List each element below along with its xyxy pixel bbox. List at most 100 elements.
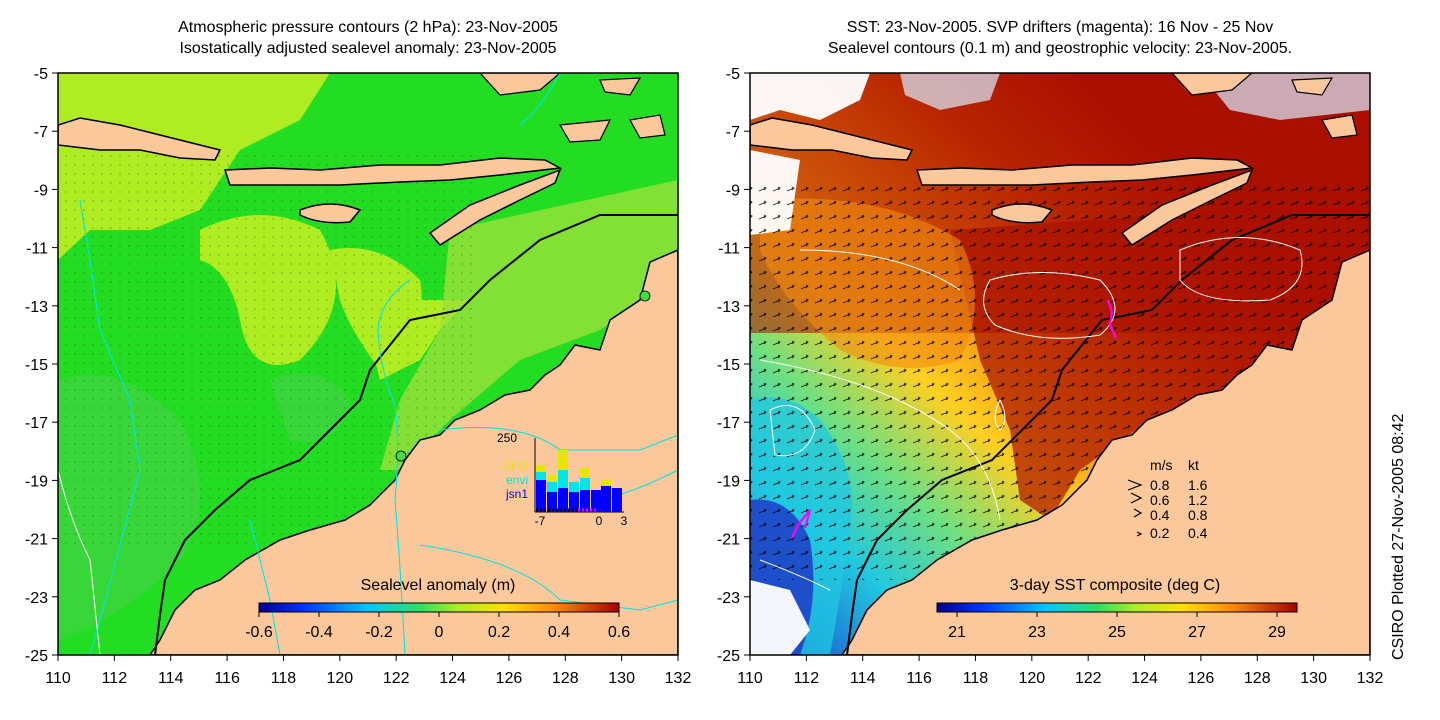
inset-legend-gfo: GFO xyxy=(502,459,528,473)
y-tick-label: -23 xyxy=(25,590,48,607)
colorbar-tick-label: -0.4 xyxy=(305,624,333,641)
left-title-line2: Isostatically adjusted sealevel anomaly:… xyxy=(179,40,557,57)
altimeter-marker xyxy=(395,450,407,462)
left-shelf-contour xyxy=(154,214,678,655)
altimeter-inset: 250 -7 0 3 GFO envi jsn1 xyxy=(497,431,628,528)
inset-x-label-zero: 0 xyxy=(596,514,603,528)
x-tick-label: 130 xyxy=(608,670,635,687)
colorbar-tick-label: 25 xyxy=(1108,624,1126,641)
velocity-key-kt-08: 1.6 xyxy=(1188,477,1208,493)
inset-bar xyxy=(601,486,611,512)
inset-bar xyxy=(580,468,590,478)
left-title-line1: Atmospheric pressure contours (2 hPa): 2… xyxy=(178,19,558,36)
sst-cloud-north xyxy=(900,73,1370,120)
left-y-axis: -5 -7 -9 -11 -13 -15 -17 -19 -21 -23 -25 xyxy=(25,66,58,665)
y-tick-label: -17 xyxy=(25,415,48,432)
inset-bar xyxy=(601,480,611,486)
velocity-key-arrow-02 xyxy=(1136,531,1143,537)
colorbar-tick-label: 0.4 xyxy=(548,624,570,641)
y-tick-label: -5 xyxy=(34,66,48,83)
right-land-sumba xyxy=(991,203,1054,224)
right-colorbar: 3-day SST composite (deg C) 21 23 25 27 29 xyxy=(936,577,1298,641)
y-tick-label: -13 xyxy=(717,299,740,316)
right-colorbar-ticks: 21 23 25 27 29 xyxy=(948,612,1286,641)
velocity-key-arrow-08 xyxy=(1127,479,1143,491)
y-tick-label: -5 xyxy=(726,66,740,83)
x-tick-label: 124 xyxy=(1131,670,1158,687)
velocity-key-ms-04: 0.4 xyxy=(1150,507,1170,523)
right-land-australia xyxy=(841,249,1370,655)
left-white-contour xyxy=(58,469,101,655)
y-tick-label: -7 xyxy=(34,124,48,141)
y-tick-label: -11 xyxy=(718,241,740,258)
x-tick-label: 118 xyxy=(963,670,989,687)
left-colorbar-ramp xyxy=(258,602,620,613)
y-tick-label: -19 xyxy=(717,473,740,490)
colorbar-tick-label: -0.6 xyxy=(245,624,273,641)
inset-y-label: 250 xyxy=(497,431,517,445)
sealevel-contours xyxy=(759,237,1303,591)
inset-bar xyxy=(580,490,590,512)
x-tick-label: 112 xyxy=(102,670,128,687)
left-colorbar: Sealevel anomaly (m) -0.6 -0.4 -0.2 0 0.2 0.4… xyxy=(245,577,630,641)
colorbar-tick-label: 21 xyxy=(948,624,966,641)
right-map xyxy=(750,73,1370,655)
right-land-north-islands xyxy=(1171,73,1358,139)
velocity-key-arrow-04 xyxy=(1133,508,1143,518)
inset-bar xyxy=(547,492,557,512)
altimeter-marker xyxy=(639,290,651,302)
y-tick-label: -11 xyxy=(26,241,48,258)
colorbar-tick-label: 0 xyxy=(435,624,444,641)
right-shelf-contour xyxy=(846,214,1370,655)
velocity-key-header-ms: m/s xyxy=(1150,457,1173,473)
left-map xyxy=(58,73,678,655)
x-tick-label: 124 xyxy=(439,670,466,687)
y-tick-label: -7 xyxy=(726,124,740,141)
right-title-line1: SST: 23-Nov-2005. SVP drifters (magenta)… xyxy=(846,19,1274,36)
x-tick-label: 114 xyxy=(158,670,184,687)
x-tick-label: 126 xyxy=(496,670,523,687)
velocity-key-header-kt: kt xyxy=(1188,457,1199,473)
inset-bar xyxy=(536,472,546,480)
y-tick-label: -25 xyxy=(25,648,48,665)
x-tick-label: 116 xyxy=(906,670,932,687)
left-land-nusa-tenggara xyxy=(223,157,563,186)
velocity-key-kt-04: 0.8 xyxy=(1188,507,1208,523)
inset-bar xyxy=(612,488,622,512)
y-tick-label: -25 xyxy=(717,648,740,665)
left-colorbar-title: Sealevel anomaly (m) xyxy=(361,577,516,594)
left-land-java xyxy=(58,117,222,161)
x-tick-label: 130 xyxy=(1300,670,1327,687)
left-land-north-islands xyxy=(479,73,666,143)
x-tick-label: 110 xyxy=(737,670,763,687)
colorbar-tick-label: -0.2 xyxy=(365,624,393,641)
inset-bar xyxy=(558,470,568,488)
y-tick-label: -17 xyxy=(717,415,740,432)
inset-x-label-end: 3 xyxy=(621,514,628,528)
inset-bar xyxy=(580,478,590,490)
colorbar-tick-label: 0.6 xyxy=(608,624,630,641)
x-tick-label: 122 xyxy=(383,670,410,687)
left-land-sumba xyxy=(299,203,362,224)
right-colorbar-title: 3-day SST composite (deg C) xyxy=(1010,577,1220,594)
right-colorbar-ramp xyxy=(936,602,1298,613)
x-tick-label: 128 xyxy=(552,670,579,687)
right-land-java xyxy=(750,117,914,161)
left-map-title: Atmospheric pressure contours (2 hPa): 2… xyxy=(58,17,678,59)
x-tick-label: 116 xyxy=(214,670,240,687)
colorbar-tick-label: 0.2 xyxy=(488,624,510,641)
velocity-key-kt-02: 0.4 xyxy=(1188,525,1208,541)
velocity-key-kt-06: 1.2 xyxy=(1188,492,1208,508)
inset-legend-jsn1: jsn1 xyxy=(505,487,528,501)
left-colorbar-ticks: -0.6 -0.4 -0.2 0 0.2 0.4 0.6 xyxy=(245,612,630,641)
colorbar-tick-label: 23 xyxy=(1028,624,1046,641)
y-tick-label: -19 xyxy=(25,473,48,490)
x-tick-label: 112 xyxy=(794,670,820,687)
inset-legend-envi: envi xyxy=(506,473,528,487)
x-tick-label: 132 xyxy=(665,670,692,687)
colorbar-tick-label: 29 xyxy=(1268,624,1286,641)
inset-bar xyxy=(558,450,568,470)
inset-bar xyxy=(569,492,579,512)
x-tick-label: 114 xyxy=(850,670,876,687)
